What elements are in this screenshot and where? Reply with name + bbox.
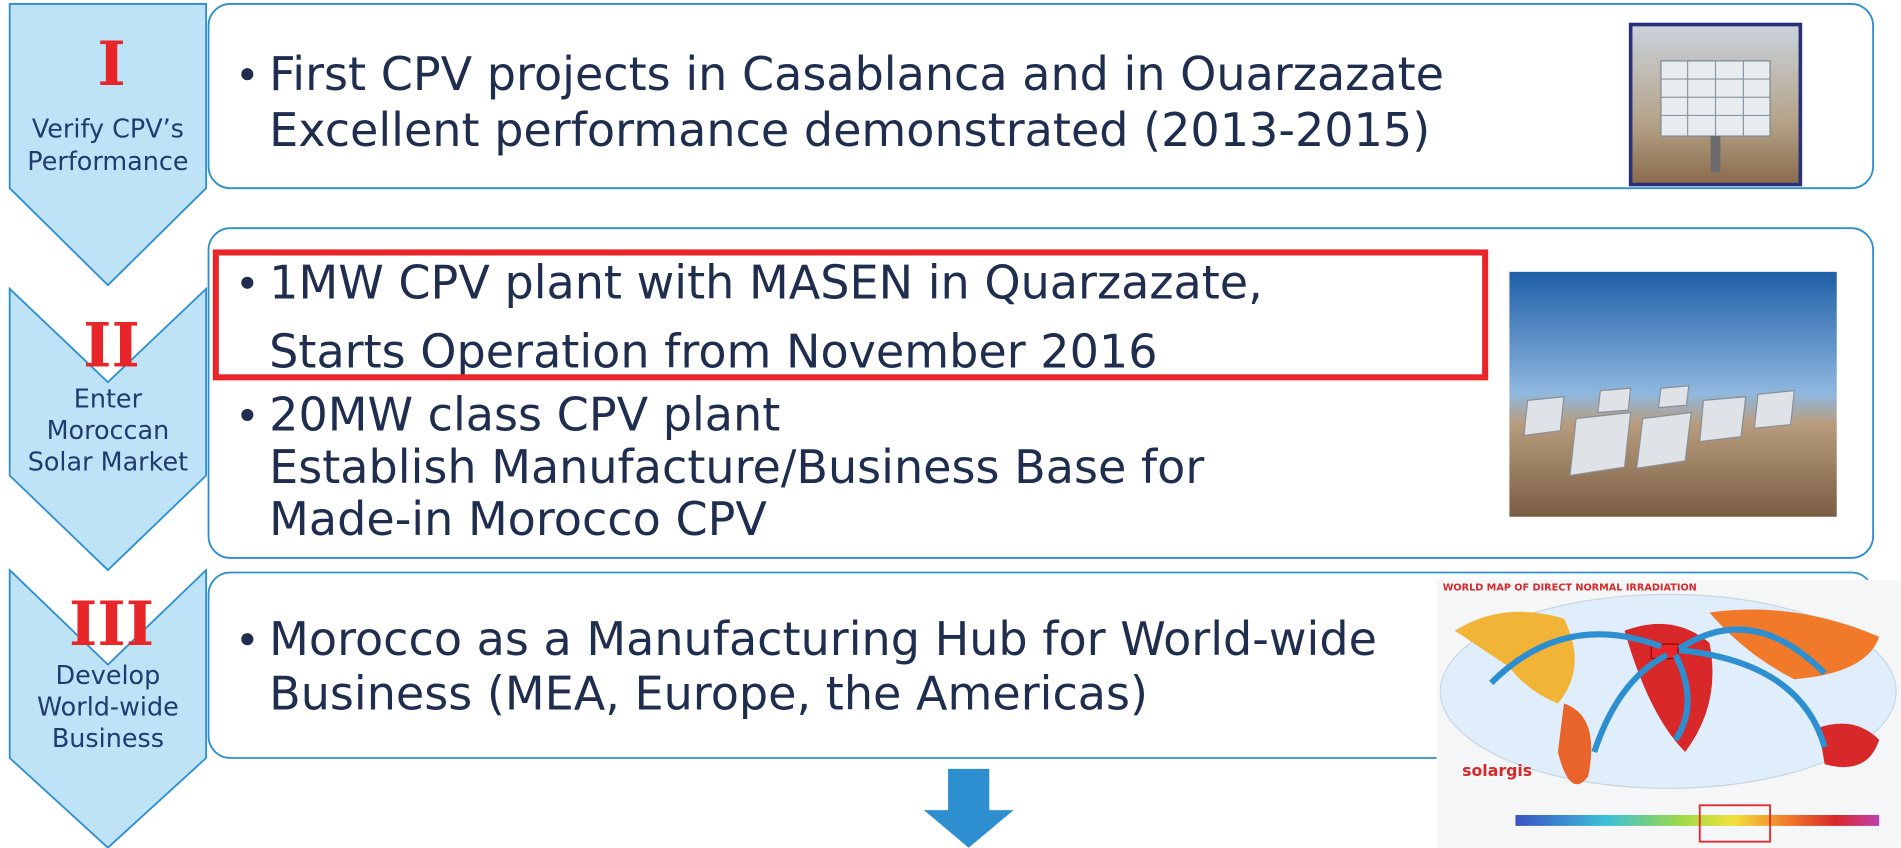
bullet-text: Starts Operation from November 2016: [269, 325, 1157, 379]
map-brand: solargis: [1462, 761, 1532, 780]
numeral: III: [69, 589, 154, 660]
row-box: [207, 227, 1875, 559]
label: World-wide: [37, 693, 179, 723]
map-title: WORLD MAP OF DIRECT NORMAL IRRADIATION: [1443, 583, 1697, 594]
bullet-text: Excellent performance demonstrated (2013…: [269, 103, 1430, 157]
bullet-text: First CPV projects in Casablanca and in …: [269, 47, 1444, 101]
numeral: I: [97, 29, 125, 100]
chevron: [8, 3, 208, 287]
photo-cpv-tracker: [1628, 22, 1803, 187]
bullet-text: 20MW class CPV plant: [269, 388, 780, 442]
photo-cpv-plant: [1509, 271, 1837, 517]
label: Moroccan: [47, 416, 170, 446]
bullet-text: 1MW CPV plant with MASEN in Quarzazate,: [269, 256, 1263, 310]
bullet: [241, 276, 254, 289]
bullet-text: Made-in Morocco CPV: [269, 492, 767, 546]
bullet-text: Morocco as a Manufacturing Hub for World…: [269, 612, 1377, 666]
bullet-text: Establish Manufacture/Business Base for: [269, 440, 1204, 494]
label: Develop: [56, 661, 161, 691]
bullet: [241, 68, 254, 81]
bullet: [241, 633, 254, 646]
label: Business: [52, 724, 164, 754]
irradiation-map: WORLD MAP OF DIRECT NORMAL IRRADIATION s…: [1436, 579, 1901, 848]
highlight: [212, 249, 1489, 381]
label: Performance: [27, 147, 188, 177]
bullet: [241, 408, 254, 421]
numeral: II: [83, 310, 140, 381]
chevron: [8, 567, 208, 848]
down-arrow: [923, 768, 1014, 848]
bullet-text: Business (MEA, Europe, the Americas): [269, 667, 1148, 721]
chevron: [8, 286, 208, 572]
label: Solar Market: [28, 448, 188, 478]
row-box: [207, 3, 1875, 190]
label: Verify CPV’s: [32, 114, 184, 144]
label: Enter: [74, 385, 143, 415]
